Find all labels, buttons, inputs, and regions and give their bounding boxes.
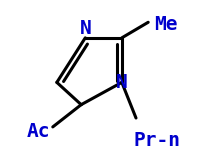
Text: Ac: Ac <box>26 122 50 141</box>
Text: N: N <box>79 19 91 38</box>
Text: Pr-n: Pr-n <box>133 131 180 150</box>
Text: Me: Me <box>154 15 177 34</box>
Text: N: N <box>115 73 127 92</box>
